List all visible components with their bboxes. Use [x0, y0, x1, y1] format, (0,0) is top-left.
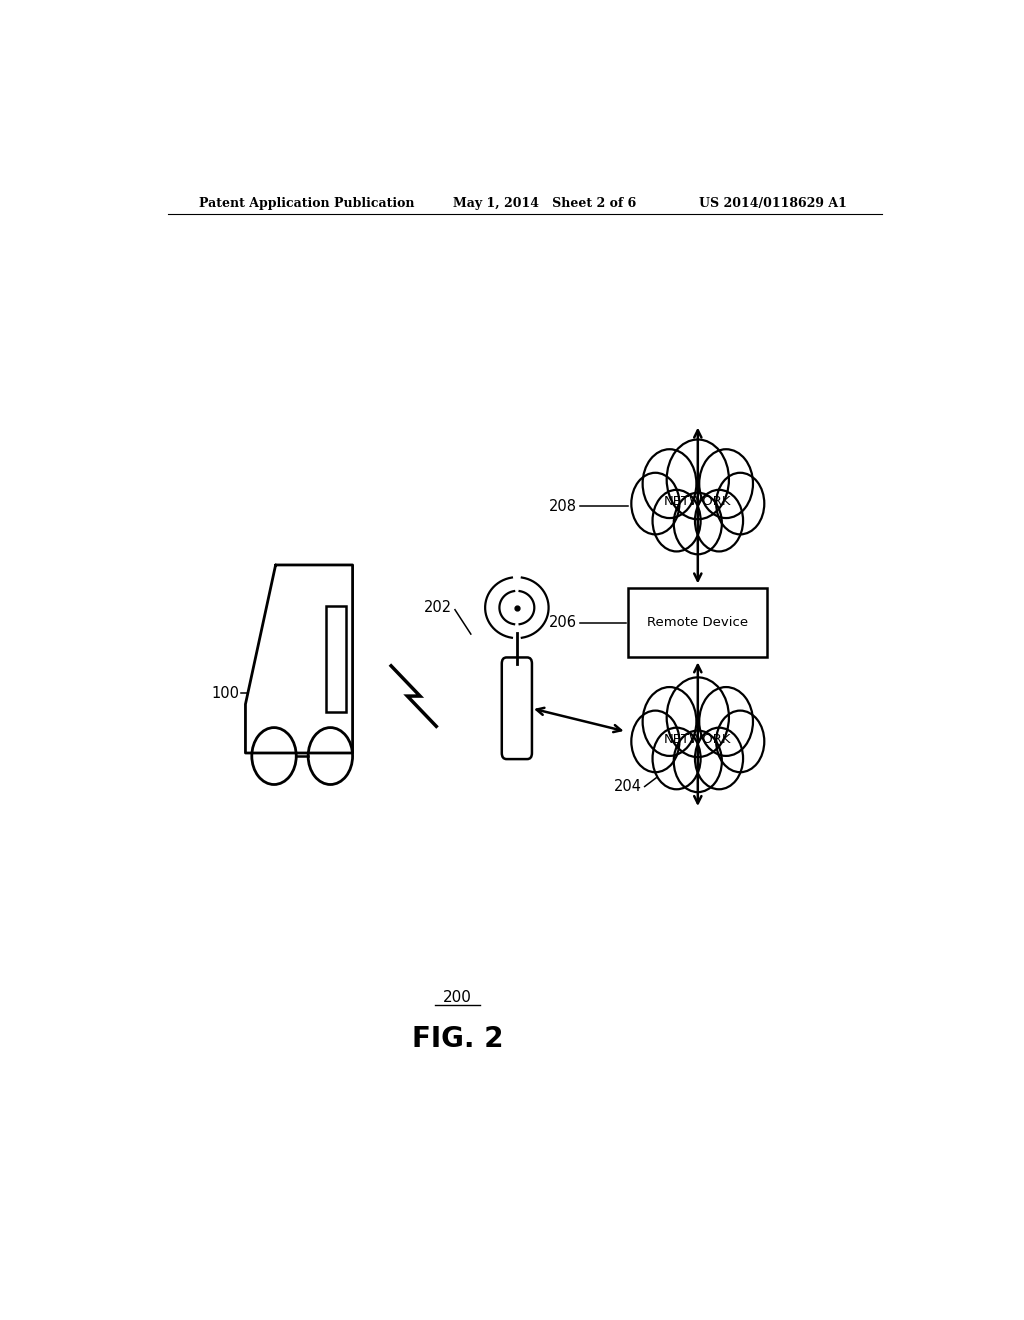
Circle shape — [652, 490, 700, 552]
Circle shape — [674, 730, 722, 792]
Text: 206: 206 — [549, 615, 578, 631]
Circle shape — [674, 492, 722, 554]
Circle shape — [652, 727, 700, 789]
Circle shape — [308, 727, 352, 784]
Circle shape — [252, 727, 296, 784]
Text: NETWORK: NETWORK — [664, 495, 731, 508]
Circle shape — [667, 440, 729, 519]
Circle shape — [699, 688, 753, 756]
Circle shape — [643, 688, 696, 756]
FancyBboxPatch shape — [502, 657, 531, 759]
Circle shape — [695, 727, 743, 789]
Circle shape — [632, 710, 679, 772]
Text: FIG. 2: FIG. 2 — [412, 1026, 503, 1053]
Text: 202: 202 — [424, 601, 452, 615]
Circle shape — [716, 473, 764, 535]
Circle shape — [695, 490, 743, 552]
Text: Patent Application Publication: Patent Application Publication — [200, 197, 415, 210]
Text: 100: 100 — [211, 685, 240, 701]
Text: US 2014/0118629 A1: US 2014/0118629 A1 — [699, 197, 847, 210]
Text: 208: 208 — [549, 499, 578, 513]
Text: 108: 108 — [300, 649, 328, 664]
Bar — [327, 606, 346, 711]
Text: May 1, 2014   Sheet 2 of 6: May 1, 2014 Sheet 2 of 6 — [454, 197, 637, 210]
Text: Remote Device: Remote Device — [647, 616, 749, 630]
Circle shape — [716, 710, 764, 772]
Text: 204: 204 — [614, 779, 642, 795]
Circle shape — [699, 449, 753, 517]
Polygon shape — [246, 565, 352, 752]
Circle shape — [667, 677, 729, 758]
Circle shape — [643, 449, 696, 517]
Bar — [629, 589, 767, 657]
Text: 200: 200 — [443, 990, 472, 1005]
Circle shape — [632, 473, 679, 535]
Text: NETWORK: NETWORK — [664, 734, 731, 746]
